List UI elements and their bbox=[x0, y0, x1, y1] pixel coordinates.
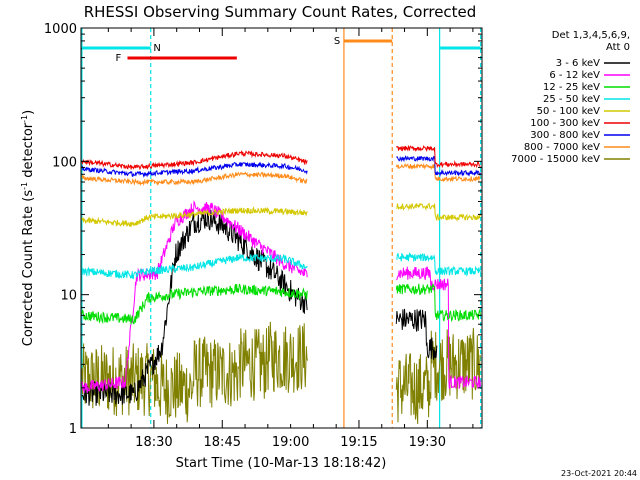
series-line-1 bbox=[133, 207, 308, 402]
series-line-9 bbox=[238, 321, 308, 401]
x-tick-label: 19:30 bbox=[409, 435, 446, 450]
legend-entry-label: 3 - 6 keV bbox=[556, 58, 600, 69]
x-axis-label: Start Time (10-Mar-13 18:18:42) bbox=[176, 456, 387, 471]
legend-entry-label: 12 - 25 keV bbox=[543, 82, 600, 93]
series-line-5 bbox=[81, 206, 308, 227]
series-line-6 bbox=[81, 149, 308, 171]
x-tick-label: 18:45 bbox=[204, 435, 241, 450]
footer-date: 23-Oct-2021 20:44 bbox=[561, 469, 637, 478]
series-line-4 bbox=[81, 253, 308, 280]
y-tick-label: 10 bbox=[60, 289, 77, 304]
legend-entry-label: 50 - 100 keV bbox=[537, 106, 601, 117]
legend-entry-label: 300 - 800 keV bbox=[530, 130, 600, 141]
legend-entry-label: 100 - 300 keV bbox=[530, 118, 600, 129]
legend-title: Det 1,3,4,5,6,9, bbox=[552, 30, 630, 41]
y-axis: 1 10 100 1000 bbox=[44, 22, 482, 437]
legend-entry-label: 800 - 7000 keV bbox=[524, 142, 600, 153]
y-tick-label: 100 bbox=[52, 155, 77, 170]
series-line-2 bbox=[396, 266, 481, 389]
flag-letter: S bbox=[334, 36, 340, 47]
series-line-4 bbox=[396, 251, 481, 277]
series-line-6 bbox=[395, 144, 481, 169]
series-line-8 bbox=[81, 171, 308, 187]
flag-letter: N bbox=[153, 43, 160, 54]
series-line-7 bbox=[396, 155, 481, 177]
series-line-8 bbox=[395, 162, 481, 183]
x-tick-label: 18:30 bbox=[135, 435, 172, 450]
legend-entry-label: 6 - 12 keV bbox=[549, 70, 600, 81]
y-axis-label-sup2: -1 bbox=[20, 115, 29, 123]
y-tick-label: 1 bbox=[69, 422, 77, 437]
y-tick-label: 1000 bbox=[44, 22, 77, 37]
series-line-9 bbox=[156, 336, 240, 424]
series-line-3 bbox=[395, 283, 481, 323]
series-line-3 bbox=[81, 283, 308, 325]
chart-title: RHESSI Observing Summary Count Rates, Co… bbox=[84, 3, 477, 21]
y-axis-label-end: ) bbox=[21, 110, 36, 115]
series-line-5 bbox=[396, 202, 481, 222]
x-tick-label: 19:15 bbox=[340, 435, 377, 450]
y-axis-label-mid: detector bbox=[21, 122, 36, 182]
series-line-1 bbox=[395, 308, 438, 360]
legend-entry-label: 7000 - 15000 keV bbox=[511, 154, 600, 165]
series-line-2 bbox=[81, 200, 308, 394]
y-axis-label-main: Corrected Count Rate (s bbox=[21, 190, 36, 347]
legend-subtitle: Att 0 bbox=[606, 42, 630, 53]
legend-entry-label: 25 - 50 keV bbox=[543, 94, 600, 105]
x-tick-label: 19:00 bbox=[272, 435, 309, 450]
y-axis-label-sup1: -1 bbox=[20, 182, 29, 190]
series-line-7 bbox=[81, 161, 308, 178]
x-axis: 18:30 18:45 19:00 19:15 19:30 bbox=[107, 28, 474, 450]
y-axis-label: Corrected Count Rate (s-1 detector-1) bbox=[20, 110, 36, 346]
plot-area bbox=[81, 28, 482, 428]
flag-letter: F bbox=[115, 53, 121, 64]
flag-markers: N F S bbox=[81, 36, 481, 64]
series-line-9 bbox=[395, 327, 481, 425]
plot-frame bbox=[80, 27, 483, 429]
